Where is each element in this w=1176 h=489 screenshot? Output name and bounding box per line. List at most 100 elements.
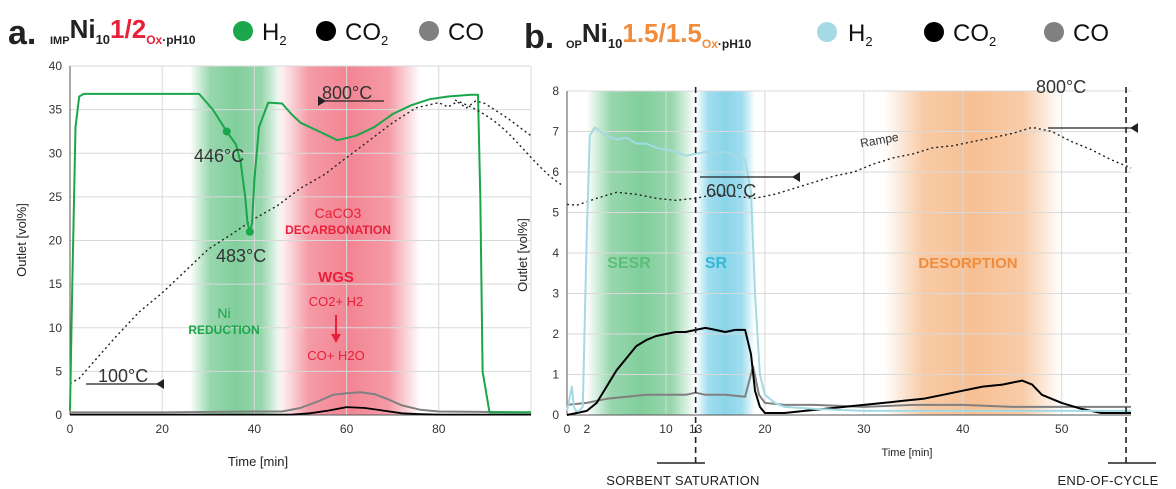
annotation-800a: 800°C xyxy=(322,83,372,103)
panel-a-title-ratio: 1/2 xyxy=(110,14,146,44)
panel-a-legend: H2 CO2 CO xyxy=(233,19,484,48)
legend-b-h2: H2 xyxy=(848,20,873,49)
y-tick-label: 40 xyxy=(49,59,63,73)
svg-text:a.: a. xyxy=(8,14,36,52)
y-tick-label: 10 xyxy=(49,321,63,335)
legend-b-co: CO xyxy=(1073,20,1109,47)
x-tick-label: 80 xyxy=(432,422,446,436)
x-tick-label: 60 xyxy=(340,422,354,436)
y-tick-label: 35 xyxy=(49,103,63,117)
panel-b-title-post: ·pH10 xyxy=(718,37,752,51)
panel-b: b. OPNi101.5/1.5Ox·pH10 H2 CO2 CO 0 1 2 3 4 5… xyxy=(515,18,1158,488)
label-sorbent-saturation: SORBENT SATURATION xyxy=(606,473,759,488)
series-temperature-line xyxy=(566,126,1132,206)
series-h2-line xyxy=(566,126,1131,412)
wgs-arrow-head xyxy=(331,334,341,343)
panel-b-title-main: Ni xyxy=(582,18,608,48)
y-tick-label: 0 xyxy=(55,408,62,422)
y-tick-label: 2 xyxy=(552,327,559,341)
y-tick-label: 0 xyxy=(552,408,559,422)
legend-b-co2-marker xyxy=(924,22,944,42)
label-sesr: SESR xyxy=(607,255,651,272)
y-tick-label: 20 xyxy=(49,234,63,248)
series-temperature-line xyxy=(69,100,532,385)
series-co2-line xyxy=(70,406,531,416)
panel-b-region-labels: SESR SR DESORPTION xyxy=(607,255,1017,272)
annotation-446: 446°C xyxy=(194,146,244,166)
panel-b-vlines xyxy=(694,87,1127,463)
y-tick-label: 3 xyxy=(552,287,559,301)
marker-483 xyxy=(245,227,254,236)
legend-b-co-marker xyxy=(1044,22,1064,42)
panel-b-header: b. OPNi101.5/1.5Ox·pH10 xyxy=(524,18,752,56)
y-tick-label: 30 xyxy=(49,146,63,160)
series-h2-line xyxy=(69,92,531,414)
x-tick-label: 10 xyxy=(659,422,673,436)
y-tick-label: 5 xyxy=(552,206,559,220)
annotation-800a-arrow xyxy=(318,96,326,106)
panel-b-ylabel: Outlet [vol%] xyxy=(515,218,530,292)
label-sr: SR xyxy=(705,255,728,272)
y-tick-label: 1 xyxy=(552,368,559,382)
panel-b-legend: H2 CO2 CO xyxy=(817,20,1109,49)
annotation-483: 483°C xyxy=(216,246,266,266)
panel-a-annotations: 446°C 483°C 100°C 800°C xyxy=(86,83,384,389)
legend-a-co2: CO2 xyxy=(345,19,388,48)
y-tick-label: 7 xyxy=(552,125,559,139)
x-tick-label: 40 xyxy=(956,422,970,436)
legend-a-h2: H2 xyxy=(262,19,287,48)
annotation-rampe: Rampe xyxy=(859,130,900,151)
annotation-100-arrow xyxy=(156,379,164,389)
annotation-100: 100°C xyxy=(98,366,148,386)
x-tick-label: 30 xyxy=(857,422,871,436)
panel-b-series xyxy=(566,126,1132,416)
x-tick-label: 20 xyxy=(758,422,772,436)
panel-a-letter: a. xyxy=(8,14,36,52)
series-co2-line xyxy=(566,326,1131,416)
y-tick-label: 4 xyxy=(552,246,559,260)
legend-b-h2-marker xyxy=(817,22,837,42)
temperature-bridge-line xyxy=(454,99,563,186)
y-tick-label: 15 xyxy=(49,277,63,291)
panel-b-title: OPNi101.5/1.5Ox·pH10 xyxy=(566,18,752,51)
panel-a-region-labels: Ni REDUCTION CaCO3 DECARBONATION WGS CO2… xyxy=(188,205,391,363)
label-wgs-reactants: CO2+ H2 xyxy=(309,294,364,309)
legend-a-co-marker xyxy=(419,21,439,41)
panel-a-title-post: ·pH10 xyxy=(162,33,196,47)
bottom-markers: SORBENT SATURATION END-OF-CYCLE xyxy=(606,462,1158,488)
y-tick-label: 8 xyxy=(552,84,559,98)
annotation-800b: 800°C xyxy=(1036,77,1086,97)
panel-a: a. IMPNi101/2Ox·pH10 H2 CO2 CO 051015202… xyxy=(8,14,532,469)
x-tick-label: 50 xyxy=(1055,422,1069,436)
legend-a-h2-marker xyxy=(233,21,253,41)
panel-b-title-postsub: Ox xyxy=(702,37,718,51)
label-end-of-cycle: END-OF-CYCLE xyxy=(1057,473,1158,488)
panel-a-title-mainsub: 10 xyxy=(96,32,110,47)
x-tick-label: 2 xyxy=(583,422,590,436)
panel-b-annotations: 600°C 800°C Rampe xyxy=(700,77,1138,201)
panel-b-title-ratio: 1.5/1.5 xyxy=(622,18,702,48)
x-tick-label: 0 xyxy=(564,422,571,436)
annotation-800b-arrow xyxy=(1130,123,1138,133)
panel-a-title-main: Ni xyxy=(70,14,96,44)
y-tick-label: 25 xyxy=(49,190,63,204)
panel-a-title: IMPNi101/2Ox·pH10 xyxy=(50,14,196,47)
annotation-600-arrow xyxy=(792,172,800,182)
panel-a-ticks: 0 5 10 15 20 25 30 35 40 0 20 40 60 80 xyxy=(49,59,446,436)
label-wgs-products: CO+ H2O xyxy=(307,348,364,363)
x-tick-label: 20 xyxy=(156,422,170,436)
panel-a-title-postsub: Ox xyxy=(146,33,162,47)
label-wgs: WGS xyxy=(318,269,354,286)
panel-b-title-presub: OP xyxy=(566,39,582,51)
label-reduction: REDUCTION xyxy=(188,323,259,337)
x-tick-label: 40 xyxy=(248,422,262,436)
y-tick-label: 6 xyxy=(552,165,559,179)
annotation-600: 600°C xyxy=(706,181,756,201)
label-decarbonation: DECARBONATION xyxy=(285,223,391,237)
panel-b-title-mainsub: 10 xyxy=(608,36,622,51)
label-ni: Ni xyxy=(217,305,230,321)
panel-b-grid xyxy=(566,90,1131,416)
legend-b-co2: CO2 xyxy=(953,20,996,49)
panel-b-xlabel: Time [min] xyxy=(882,447,933,459)
